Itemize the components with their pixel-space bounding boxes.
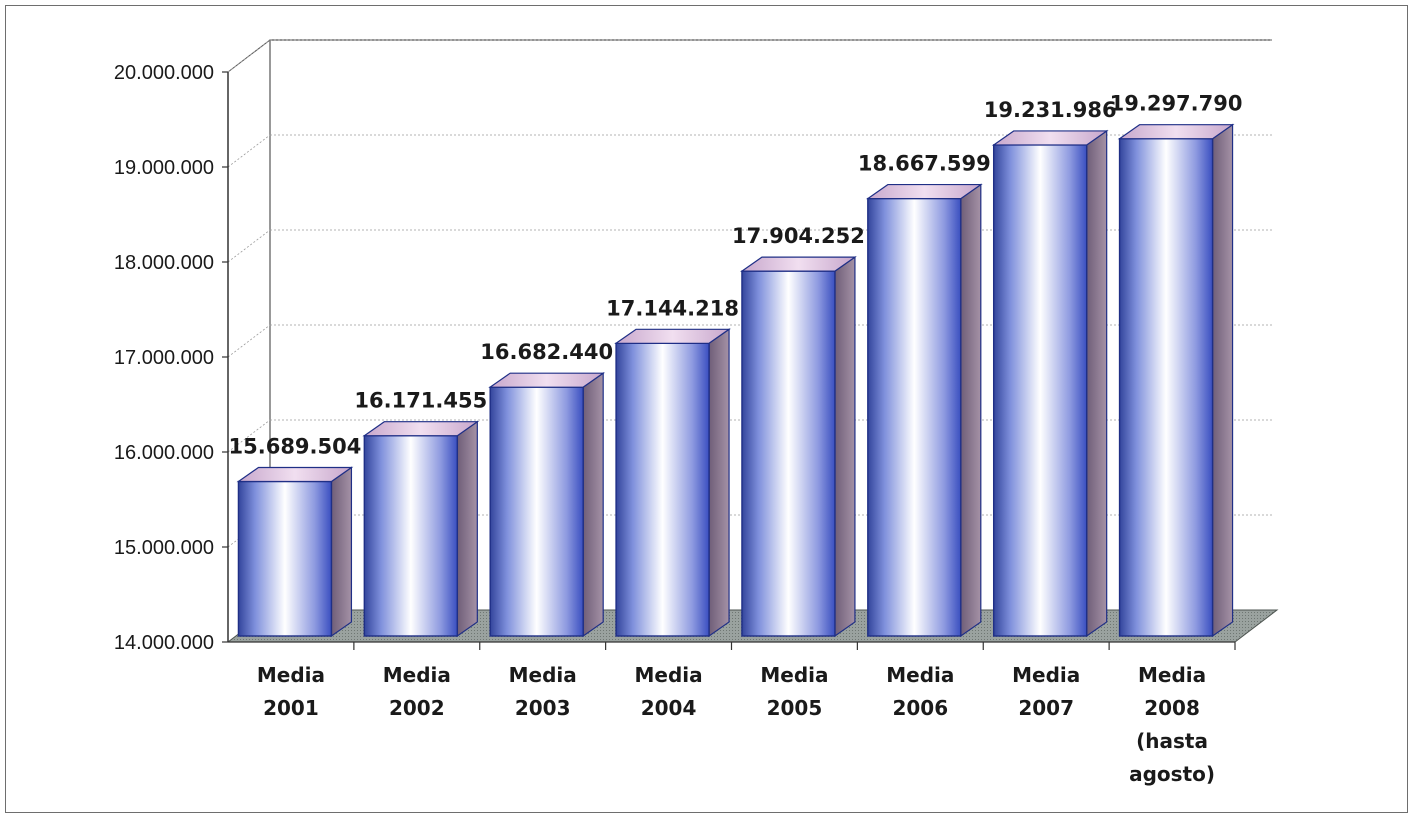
bar-side-face <box>330 466 353 638</box>
bar-side-face <box>708 328 730 638</box>
data-label: 15.689.504 <box>229 434 362 458</box>
data-label: 16.682.440 <box>480 340 613 364</box>
gridline-side <box>227 134 271 168</box>
bar-front-face <box>363 435 459 637</box>
data-label: 17.904.252 <box>732 224 865 248</box>
bar-top-face <box>236 466 354 483</box>
bar-top-face <box>1117 124 1235 140</box>
chart-frame <box>5 5 1408 813</box>
bar-top-face <box>865 183 983 200</box>
bar <box>362 420 480 638</box>
x-tick-label: Media 2004 <box>634 663 702 720</box>
x-tick-label: Media 2006 <box>886 663 954 720</box>
bar-front-face <box>867 197 962 637</box>
bar-top-face <box>362 421 480 437</box>
bar-front-face <box>992 144 1088 637</box>
y-tick-label: 17.000.000 <box>114 347 214 369</box>
bar-side-face <box>456 420 478 638</box>
bar-top-face <box>488 372 606 388</box>
gridline-side <box>227 229 271 263</box>
data-label: 16.171.455 <box>354 389 487 413</box>
bars <box>236 123 1235 638</box>
x-tick-label: Media 2002 <box>383 663 451 720</box>
gridline-side <box>227 419 271 453</box>
bar <box>991 129 1109 638</box>
bar <box>1117 123 1235 638</box>
bar-side-face <box>960 183 982 638</box>
data-label: 19.297.790 <box>1110 92 1243 116</box>
bar <box>614 328 731 638</box>
data-labels: 15.689.504 16.171.455 16.682.440 17.144.218… <box>229 92 1243 459</box>
bar-side-face <box>834 255 856 638</box>
y-tick-label: 20.000.000 <box>114 62 214 84</box>
x-tick-label: Media 2007 <box>1012 663 1080 720</box>
bar-top-face <box>740 256 857 272</box>
x-tick-label: Media 2008 (hasta agosto) <box>1129 663 1215 786</box>
bar <box>865 183 983 638</box>
x-tick-label: Media 2003 <box>509 663 577 720</box>
y-tick-label: 19.000.000 <box>114 157 214 179</box>
y-tick-label: 18.000.000 <box>114 252 214 274</box>
bar-side-face <box>1086 129 1108 638</box>
bar <box>488 372 606 638</box>
bar-top-face <box>991 130 1109 146</box>
gridline-side <box>227 324 271 358</box>
y-tick-label: 16.000.000 <box>114 442 214 464</box>
x-axis: Media 2001 Media 2002 Media 2003 Media 2004 Medi… <box>228 641 1236 786</box>
bar <box>236 466 354 638</box>
x-tick-label: Media 2001 <box>257 663 325 720</box>
bar-top-face <box>614 328 731 344</box>
bar-front-face <box>615 342 710 637</box>
y-tick-label: 15.000.000 <box>114 537 214 559</box>
bar-front-face <box>1118 138 1214 637</box>
x-tick-label: Media 2005 <box>760 663 828 720</box>
bar-side-face <box>582 372 604 638</box>
data-label: 19.231.986 <box>984 98 1117 122</box>
y-tick-label: 14.000.000 <box>114 632 214 654</box>
bar-side-face <box>1211 123 1234 638</box>
bar-front-face <box>489 386 584 637</box>
data-label: 17.144.218 <box>606 296 739 320</box>
data-label: 18.667.599 <box>858 152 991 176</box>
y-axis: 14.000.000 15.000.000 16.000.000 17.000.000… <box>114 62 229 654</box>
gridline-side <box>227 39 271 73</box>
bar <box>740 255 857 638</box>
bar-front-face <box>237 480 333 637</box>
bar-front-face <box>741 270 836 637</box>
